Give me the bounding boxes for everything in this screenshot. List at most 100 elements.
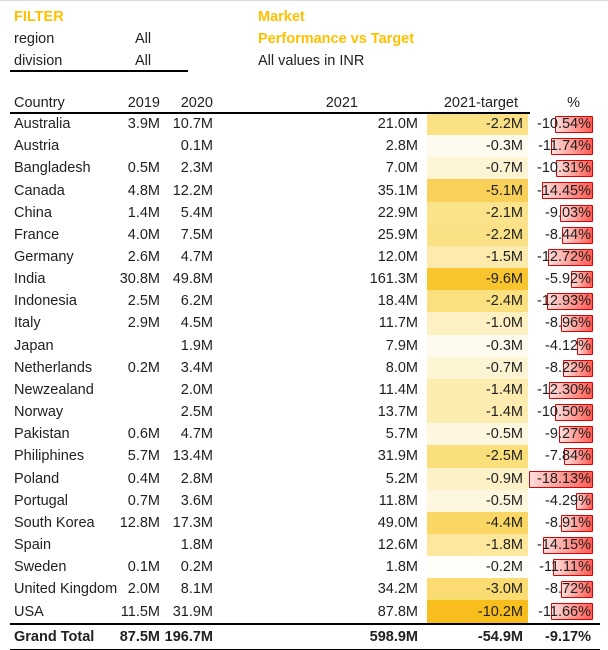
percent-cell: -4.12% — [528, 335, 600, 357]
percent-cell: -8.96% — [528, 312, 600, 334]
table-row: Pakistan 0.6M 4.7M 5.7M -0.5M -9.27% — [10, 423, 600, 446]
country-cell: Australia — [14, 116, 71, 133]
value-2019-cell: 3.9M — [127, 116, 160, 133]
value-2021-cell: 598.9M — [369, 628, 418, 645]
percent-value: -8.91% — [545, 514, 591, 531]
value-2020-cell: 17.3M — [172, 514, 213, 531]
filter-title: FILTER — [14, 9, 64, 25]
header-divider-line — [10, 112, 530, 114]
header-percent: % — [567, 94, 580, 111]
negative-percent-databar — [571, 271, 593, 289]
value-2021-cell: 11.4M — [378, 381, 418, 398]
percent-cell: -11.66% — [528, 600, 600, 622]
report-title-block: Market Performance vs Target All values … — [258, 6, 414, 72]
percent-cell: -8.44% — [528, 224, 600, 246]
value-2020-cell: 4.7M — [180, 249, 213, 266]
percent-value: -14.45% — [536, 182, 591, 199]
target-cell: -0.7M — [427, 356, 528, 379]
target-cell: -2.5M — [427, 445, 528, 468]
value-2020-cell: 2.0M — [180, 381, 213, 398]
percent-cell: -9.27% — [528, 423, 600, 445]
table-row: USA 11.5M 31.9M 87.8M -10.2M -11.66% — [10, 600, 600, 623]
negative-percent-databar — [559, 426, 593, 444]
value-2019-cell: 0.5M — [127, 160, 160, 177]
report-subtitle: All values in INR — [258, 53, 365, 69]
table-body: Australia 3.9M 10.7M 21.0M -2.2M -10.54% Austr… — [10, 113, 600, 650]
percent-value: -8.96% — [545, 315, 591, 332]
value-2020-cell: 4.7M — [180, 426, 213, 443]
value-2019-cell: 0.6M — [127, 426, 160, 443]
percent-value: -8.72% — [545, 581, 591, 598]
country-cell: USA — [14, 603, 44, 620]
country-cell: Austria — [14, 138, 60, 155]
filter-region-value[interactable]: All — [135, 31, 152, 47]
percent-value: -11.74% — [538, 138, 591, 155]
value-2021-cell: 12.0M — [377, 249, 418, 266]
percent-cell: -9.03% — [528, 202, 600, 224]
target-cell: -1.8M — [427, 533, 528, 557]
filter-division-label: division — [14, 53, 63, 69]
filter-row-region: region All — [14, 28, 195, 50]
table-row: Sweden 0.1M 0.2M 1.8M -0.2M -11.11% — [10, 556, 600, 579]
value-2020-cell: 196.7M — [164, 628, 213, 645]
grand-total-row: Grand Total 87.5M 196.7M 598.9M -54.9M -9.17% — [10, 622, 600, 650]
negative-percent-databar — [561, 315, 593, 333]
value-2020-cell: 1.9M — [180, 337, 213, 354]
value-2021-cell: 11.8M — [378, 492, 418, 509]
table-row: Newzealand 2.0M 11.4M -1.4M -12.30% — [10, 378, 600, 402]
target-cell: -2.2M — [427, 223, 528, 246]
percent-value: -4.12% — [545, 337, 591, 354]
negative-percent-databar — [560, 204, 593, 222]
value-2020-cell: 10.7M — [172, 116, 213, 133]
value-2020-cell: 49.8M — [172, 271, 213, 288]
percent-cell: -12.72% — [528, 246, 600, 268]
value-2021-cell: 31.9M — [377, 448, 418, 465]
country-cell: Sweden — [14, 559, 67, 576]
table-row: France 4.0M 7.5M 25.9M -2.2M -8.44% — [10, 223, 600, 246]
value-2021-cell: 35.1M — [377, 182, 418, 199]
performance-table: Country 2019 2020 2021 2021-target % Aus… — [10, 92, 600, 650]
value-2021-cell: 5.2M — [385, 470, 418, 487]
percent-value: -9.27% — [545, 426, 591, 443]
country-cell: Philiphines — [14, 448, 85, 465]
country-cell: China — [14, 204, 52, 221]
value-2019-cell: 30.8M — [119, 271, 160, 288]
table-row: Indonesia 2.5M 6.2M 18.4M -2.4M -12.93% — [10, 290, 600, 313]
value-2021-cell: 87.8M — [377, 603, 418, 620]
value-2021-cell: 12.6M — [377, 537, 418, 554]
percent-cell: -8.72% — [528, 578, 600, 600]
value-2021-cell: 11.7M — [378, 315, 418, 332]
table-row: China 1.4M 5.4M 22.9M -2.1M -9.03% — [10, 201, 600, 224]
percent-cell: -14.15% — [528, 534, 600, 556]
percent-cell: -4.29% — [528, 490, 600, 512]
percent-cell: -14.45% — [528, 179, 600, 201]
negative-percent-databar — [555, 404, 593, 422]
country-cell: Bangladesh — [14, 160, 91, 177]
negative-percent-databar — [548, 248, 593, 266]
header-2020: 2020 — [180, 94, 213, 111]
percent-value: -12.30% — [536, 381, 591, 398]
negative-percent-databar — [563, 359, 593, 377]
country-cell: Netherlands — [14, 359, 93, 376]
value-2019-cell: 87.5M — [119, 628, 160, 645]
negative-percent-databar — [577, 337, 593, 355]
filter-block: FILTER region All division All — [14, 6, 195, 72]
target-cell: -10.2M — [427, 600, 528, 623]
target-cell: -2.2M — [427, 113, 528, 136]
negative-percent-databar — [542, 182, 593, 200]
filter-division-value[interactable]: All — [135, 53, 152, 69]
value-2020-cell: 31.9M — [172, 603, 213, 620]
negative-percent-databar — [561, 514, 593, 532]
percent-value: -12.93% — [536, 293, 591, 310]
negative-percent-databar — [551, 138, 593, 156]
table-row: Bangladesh 0.5M 2.3M 7.0M -0.7M -10.31% — [10, 157, 600, 180]
target-cell: -54.9M — [477, 628, 523, 645]
negative-percent-databar — [561, 581, 593, 599]
target-cell: -2.4M — [427, 290, 528, 313]
percent-cell: -18.13% — [528, 468, 600, 490]
percent-cell: -7.84% — [528, 445, 600, 467]
percent-cell: -9.17% — [528, 625, 600, 649]
value-2020-cell: 3.4M — [180, 359, 213, 376]
target-cell: -0.2M — [427, 556, 528, 579]
value-2020-cell: 6.2M — [180, 293, 213, 310]
